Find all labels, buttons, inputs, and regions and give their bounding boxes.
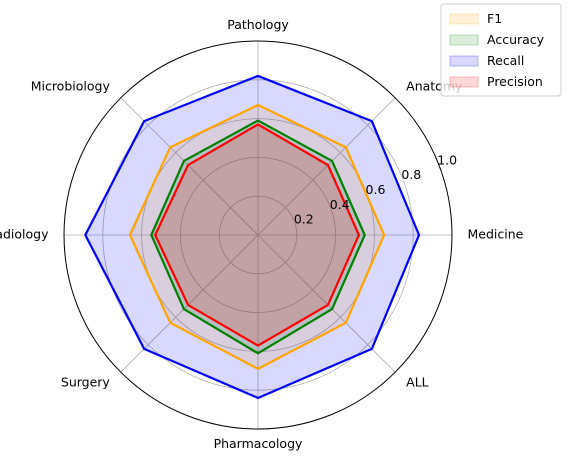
series-line-accuracy — [150, 119, 366, 355]
radial-tick-label: 0.4 — [330, 197, 350, 212]
legend-swatch-recall — [449, 55, 479, 67]
radial-tick-label: 1.0 — [437, 152, 457, 167]
category-label: ALL — [406, 375, 429, 390]
legend-label-precision: Precision — [487, 74, 543, 89]
legend-label-recall: Recall — [487, 53, 524, 68]
legend-swatch-accuracy — [449, 34, 479, 46]
grid-layer — [64, 41, 452, 429]
radial-tick-label: 0.8 — [401, 167, 421, 182]
category-label: Medicine — [468, 227, 524, 242]
category-label: Pathology — [227, 17, 289, 32]
legend: F1 Accuracy Recall Precision — [440, 3, 562, 97]
polar-frame — [63, 40, 453, 430]
frame-layer — [63, 40, 453, 430]
category-label: Microbiology — [31, 78, 111, 93]
legend-swatch-precision — [449, 76, 479, 88]
category-label: Surgery — [61, 375, 111, 390]
label-layer: MedicineAnatomyPathologyMicrobiologyRadi… — [0, 17, 524, 451]
series-fill-accuracy — [151, 120, 365, 354]
category-label: Radiology — [0, 227, 49, 242]
legend-label-accuracy: Accuracy — [487, 32, 545, 47]
series-layer — [84, 74, 421, 400]
radial-tick-label: 0.6 — [366, 182, 386, 197]
series-line-f1 — [128, 103, 386, 370]
legend-label-f1: F1 — [487, 11, 502, 26]
series-fill-precision — [155, 124, 359, 346]
ring-gridline — [141, 118, 375, 352]
ring-gridline — [102, 79, 414, 391]
legend-box — [440, 3, 562, 97]
series-fill-f1 — [129, 105, 385, 369]
ring-gridline — [218, 195, 298, 275]
category-label: Pharmacology — [214, 436, 303, 451]
radial-tick-label: 0.2 — [294, 212, 314, 227]
legend-swatch-f1 — [449, 13, 479, 25]
series-line-precision — [154, 123, 360, 347]
ring-gridline — [179, 156, 336, 313]
series-line-recall — [84, 74, 421, 400]
